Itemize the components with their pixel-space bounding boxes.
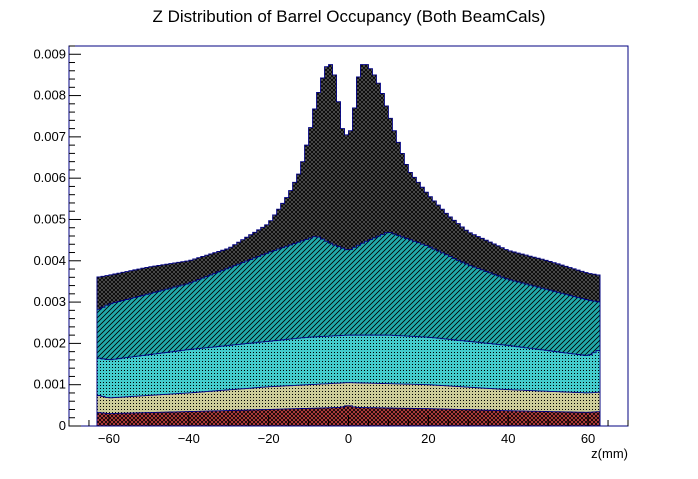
y-tick-label: 0.001	[33, 377, 66, 392]
x-tick-label: 40	[501, 431, 515, 446]
y-tick-label: 0.003	[33, 294, 66, 309]
x-tick-label: 60	[581, 431, 595, 446]
y-tick-label: 0.009	[33, 46, 66, 61]
y-tick-label: 0.004	[33, 253, 66, 268]
x-tick-label: −40	[178, 431, 200, 446]
y-tick-label: 0	[59, 418, 66, 433]
x-axis-label: z(mm)	[591, 446, 628, 461]
y-tick-label: 0.002	[33, 335, 66, 350]
ticks-layer: 0 0.001 0.002 0.003 0.004 0.005 0.006 0.007 0.00…	[33, 45, 629, 446]
y-tick-label: 0.005	[33, 211, 66, 226]
y-tick-label: 0.007	[33, 129, 66, 144]
x-tick-label: 20	[421, 431, 435, 446]
x-tick-label: −60	[98, 431, 120, 446]
series-layer	[96, 64, 601, 427]
chart-title: Z Distribution of Barrel Occupancy (Both…	[152, 7, 545, 26]
x-tick-label: −20	[258, 431, 280, 446]
y-tick-label: 0.008	[33, 88, 66, 103]
y-tick-label: 0.006	[33, 170, 66, 185]
x-tick-label: 0	[345, 431, 352, 446]
